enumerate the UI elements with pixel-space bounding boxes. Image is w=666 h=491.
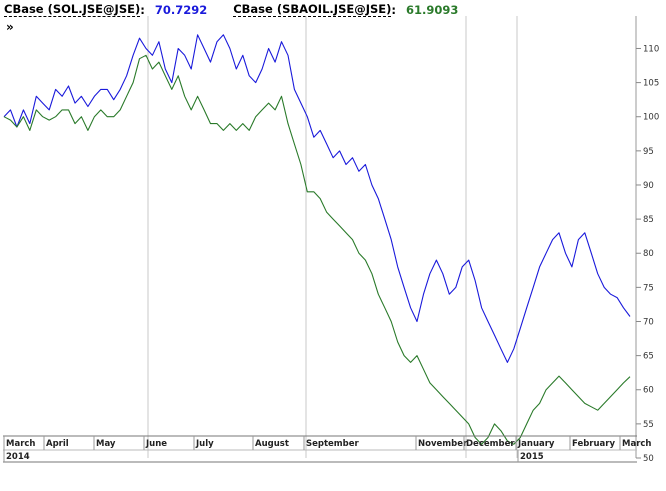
month-label: April (46, 439, 69, 449)
y-tick-label: 65 (643, 352, 654, 362)
legend-series-name[interactable]: CBase (SBAOIL.JSE@JSE) (233, 2, 392, 17)
y-tick-label: 70 (643, 317, 654, 327)
series-line-sol (3, 34, 631, 363)
year-label: 2015 (520, 452, 544, 462)
month-label: November (418, 439, 468, 449)
y-tick-label: 60 (643, 386, 654, 396)
legend-series-value: 61.9093 (406, 3, 459, 17)
chart-grid (4, 8, 622, 458)
month-label: March (6, 439, 35, 449)
chart-series (3, 34, 631, 445)
month-label: February (572, 439, 615, 449)
x-axis: March April May June July August September Nove… (3, 435, 651, 463)
month-label: August (255, 439, 289, 449)
month-label: December (466, 439, 515, 449)
plot-area (4, 8, 622, 458)
month-label: May (96, 439, 116, 449)
month-label: June (145, 439, 167, 449)
legend-item-sol[interactable]: CBase (SOL.JSE@JSE): 70.7292 (4, 2, 208, 17)
y-axis: 50 55 60 65 70 75 80 85 90 95 100 105 110 (635, 16, 659, 464)
legend-header: CBase (SOL.JSE@JSE): 70.7292 CBase (SBAO… (4, 2, 484, 18)
expand-icon[interactable]: » (6, 20, 14, 34)
month-label: July (195, 439, 214, 449)
legend-series-value: 70.7292 (154, 3, 208, 17)
month-label: January (517, 439, 555, 449)
y-tick-label: 50 (643, 454, 654, 464)
y-tick-label: 55 (643, 420, 654, 430)
y-tick-label: 85 (643, 215, 654, 225)
series-line-sbaoil (3, 54, 631, 445)
y-tick-label: 100 (643, 113, 659, 123)
month-label: September (306, 439, 360, 449)
month-label: March (622, 439, 651, 449)
y-tick-label: 95 (643, 147, 654, 157)
y-tick-label: 80 (643, 249, 654, 259)
y-tick-label: 90 (643, 181, 654, 191)
year-label: 2014 (6, 452, 30, 462)
y-tick-label: 75 (643, 283, 654, 293)
y-tick-label: 105 (643, 79, 659, 89)
legend-series-name[interactable]: CBase (SOL.JSE@JSE) (4, 2, 141, 17)
y-tick-label: 110 (643, 44, 659, 54)
legend-item-sbaoil[interactable]: CBase (SBAOIL.JSE@JSE): 61.9093 (233, 2, 459, 17)
